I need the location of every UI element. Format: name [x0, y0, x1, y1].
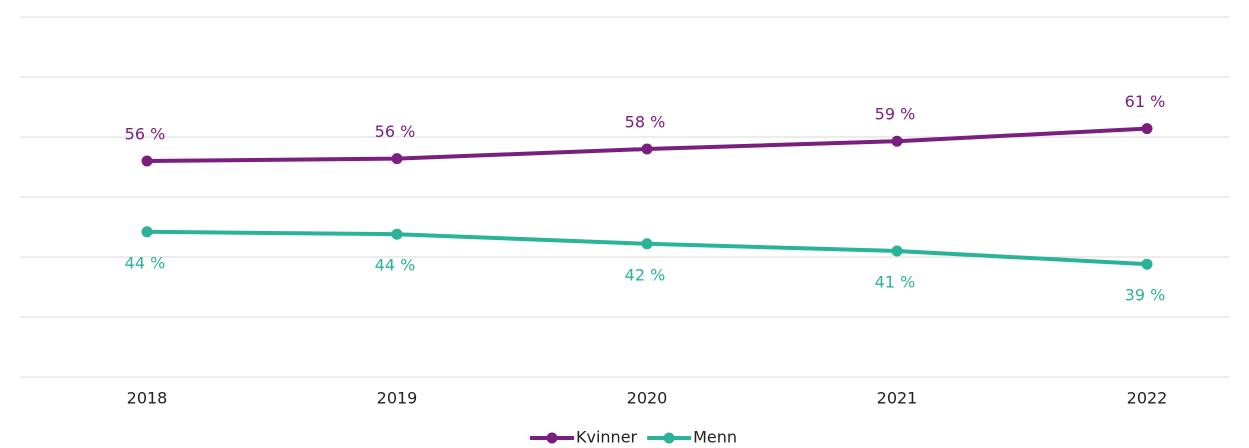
legend-label: Menn: [693, 428, 737, 447]
x-tick-label: 2019: [377, 389, 418, 408]
data-point: [891, 245, 903, 257]
data-label: 39 %: [1125, 286, 1166, 305]
x-tick-label: 2022: [1127, 389, 1168, 408]
data-point: [891, 135, 903, 147]
data-point: [641, 143, 653, 155]
x-tick-label: 2020: [627, 389, 668, 408]
x-tick-label: 2021: [877, 389, 918, 408]
data-label: 44 %: [125, 253, 166, 272]
data-label: 42 %: [625, 265, 666, 284]
legend-marker: [663, 432, 675, 444]
data-label: 44 %: [375, 256, 416, 275]
data-point: [1141, 258, 1153, 270]
data-point: [391, 153, 403, 165]
data-label: 58 %: [625, 113, 666, 132]
legend-label: Kvinner: [576, 428, 638, 447]
data-label: 56 %: [125, 125, 166, 144]
data-point: [141, 155, 153, 167]
data-point: [141, 226, 153, 238]
data-point: [1141, 123, 1153, 135]
data-point: [641, 238, 653, 250]
data-label: 61 %: [1125, 92, 1166, 111]
data-label: 56 %: [375, 122, 416, 141]
data-point: [391, 228, 403, 240]
data-label: 59 %: [875, 105, 916, 124]
legend-marker: [546, 432, 558, 444]
x-tick-label: 2018: [127, 389, 168, 408]
data-label: 41 %: [875, 273, 916, 292]
